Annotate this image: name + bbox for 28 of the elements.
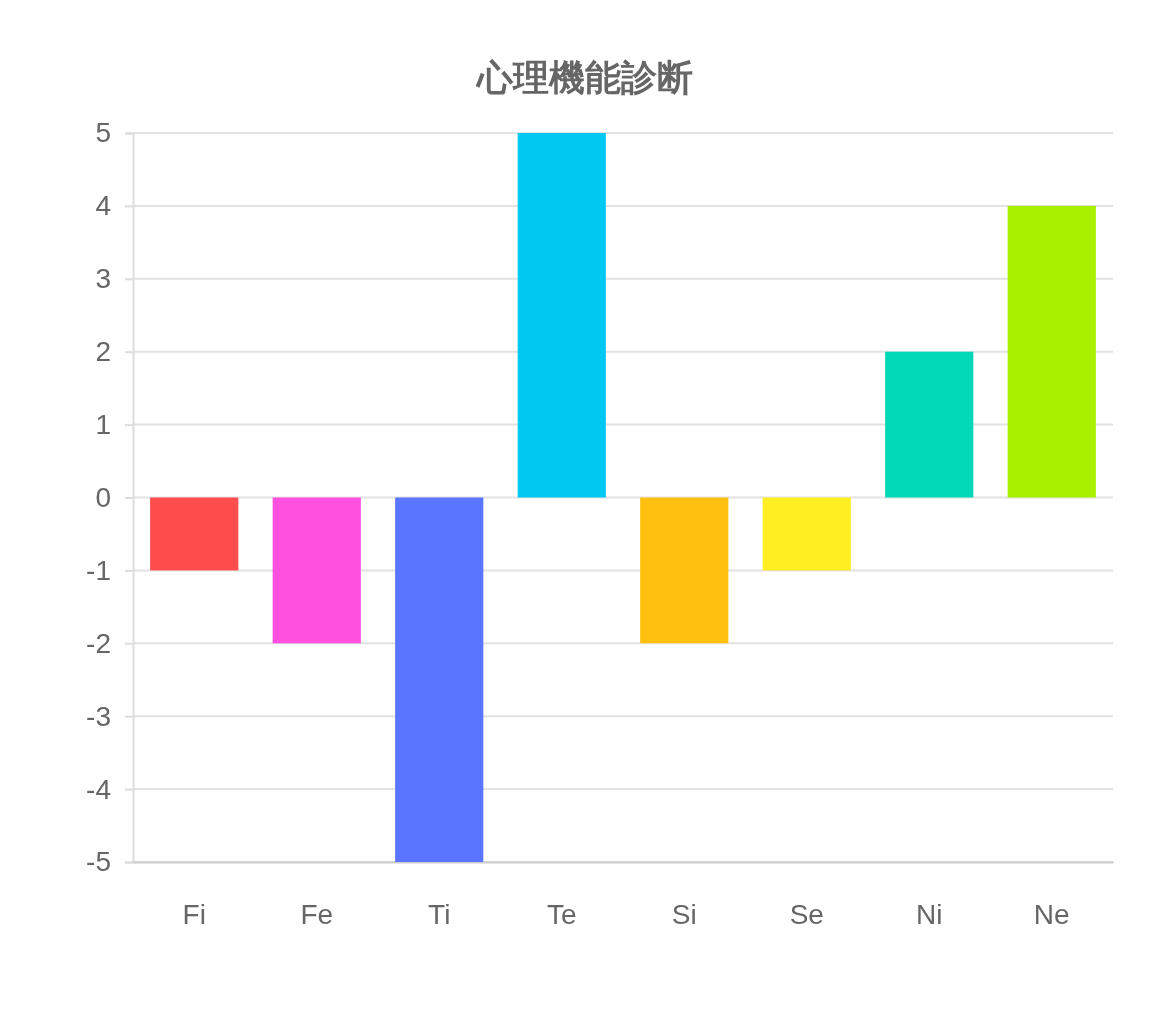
y-tick-label: 1 [95,409,111,441]
x-tick-label: Ti [428,898,451,930]
bar [1007,205,1096,498]
bar [395,497,484,862]
x-tick-label: Ne [1033,898,1070,930]
x-tick-label: Se [789,898,824,930]
y-tick-label: -5 [86,846,111,878]
x-tick-label: Fi [182,898,206,930]
x-tick-label: Fe [300,898,334,930]
y-tick-label: -4 [86,773,111,805]
y-tick-label: -1 [86,554,111,586]
y-tick-label: -2 [86,627,111,659]
bar [272,497,361,644]
x-tick-label: Te [546,898,577,930]
bar [517,133,606,498]
bar [762,497,851,571]
y-tick-label: 2 [95,336,111,368]
y-tick-label: 3 [95,263,111,295]
chart-title: 心理機能診断 [475,57,693,98]
y-tick-label: -3 [86,700,111,732]
bar [885,351,974,498]
x-tick-label: Si [671,898,697,930]
y-tick-label: 4 [95,190,111,222]
bar [640,497,729,644]
y-tick-label: 0 [95,481,111,513]
bar [150,497,239,571]
x-tick-label: Ni [916,898,943,930]
y-tick-label: 5 [95,117,111,149]
